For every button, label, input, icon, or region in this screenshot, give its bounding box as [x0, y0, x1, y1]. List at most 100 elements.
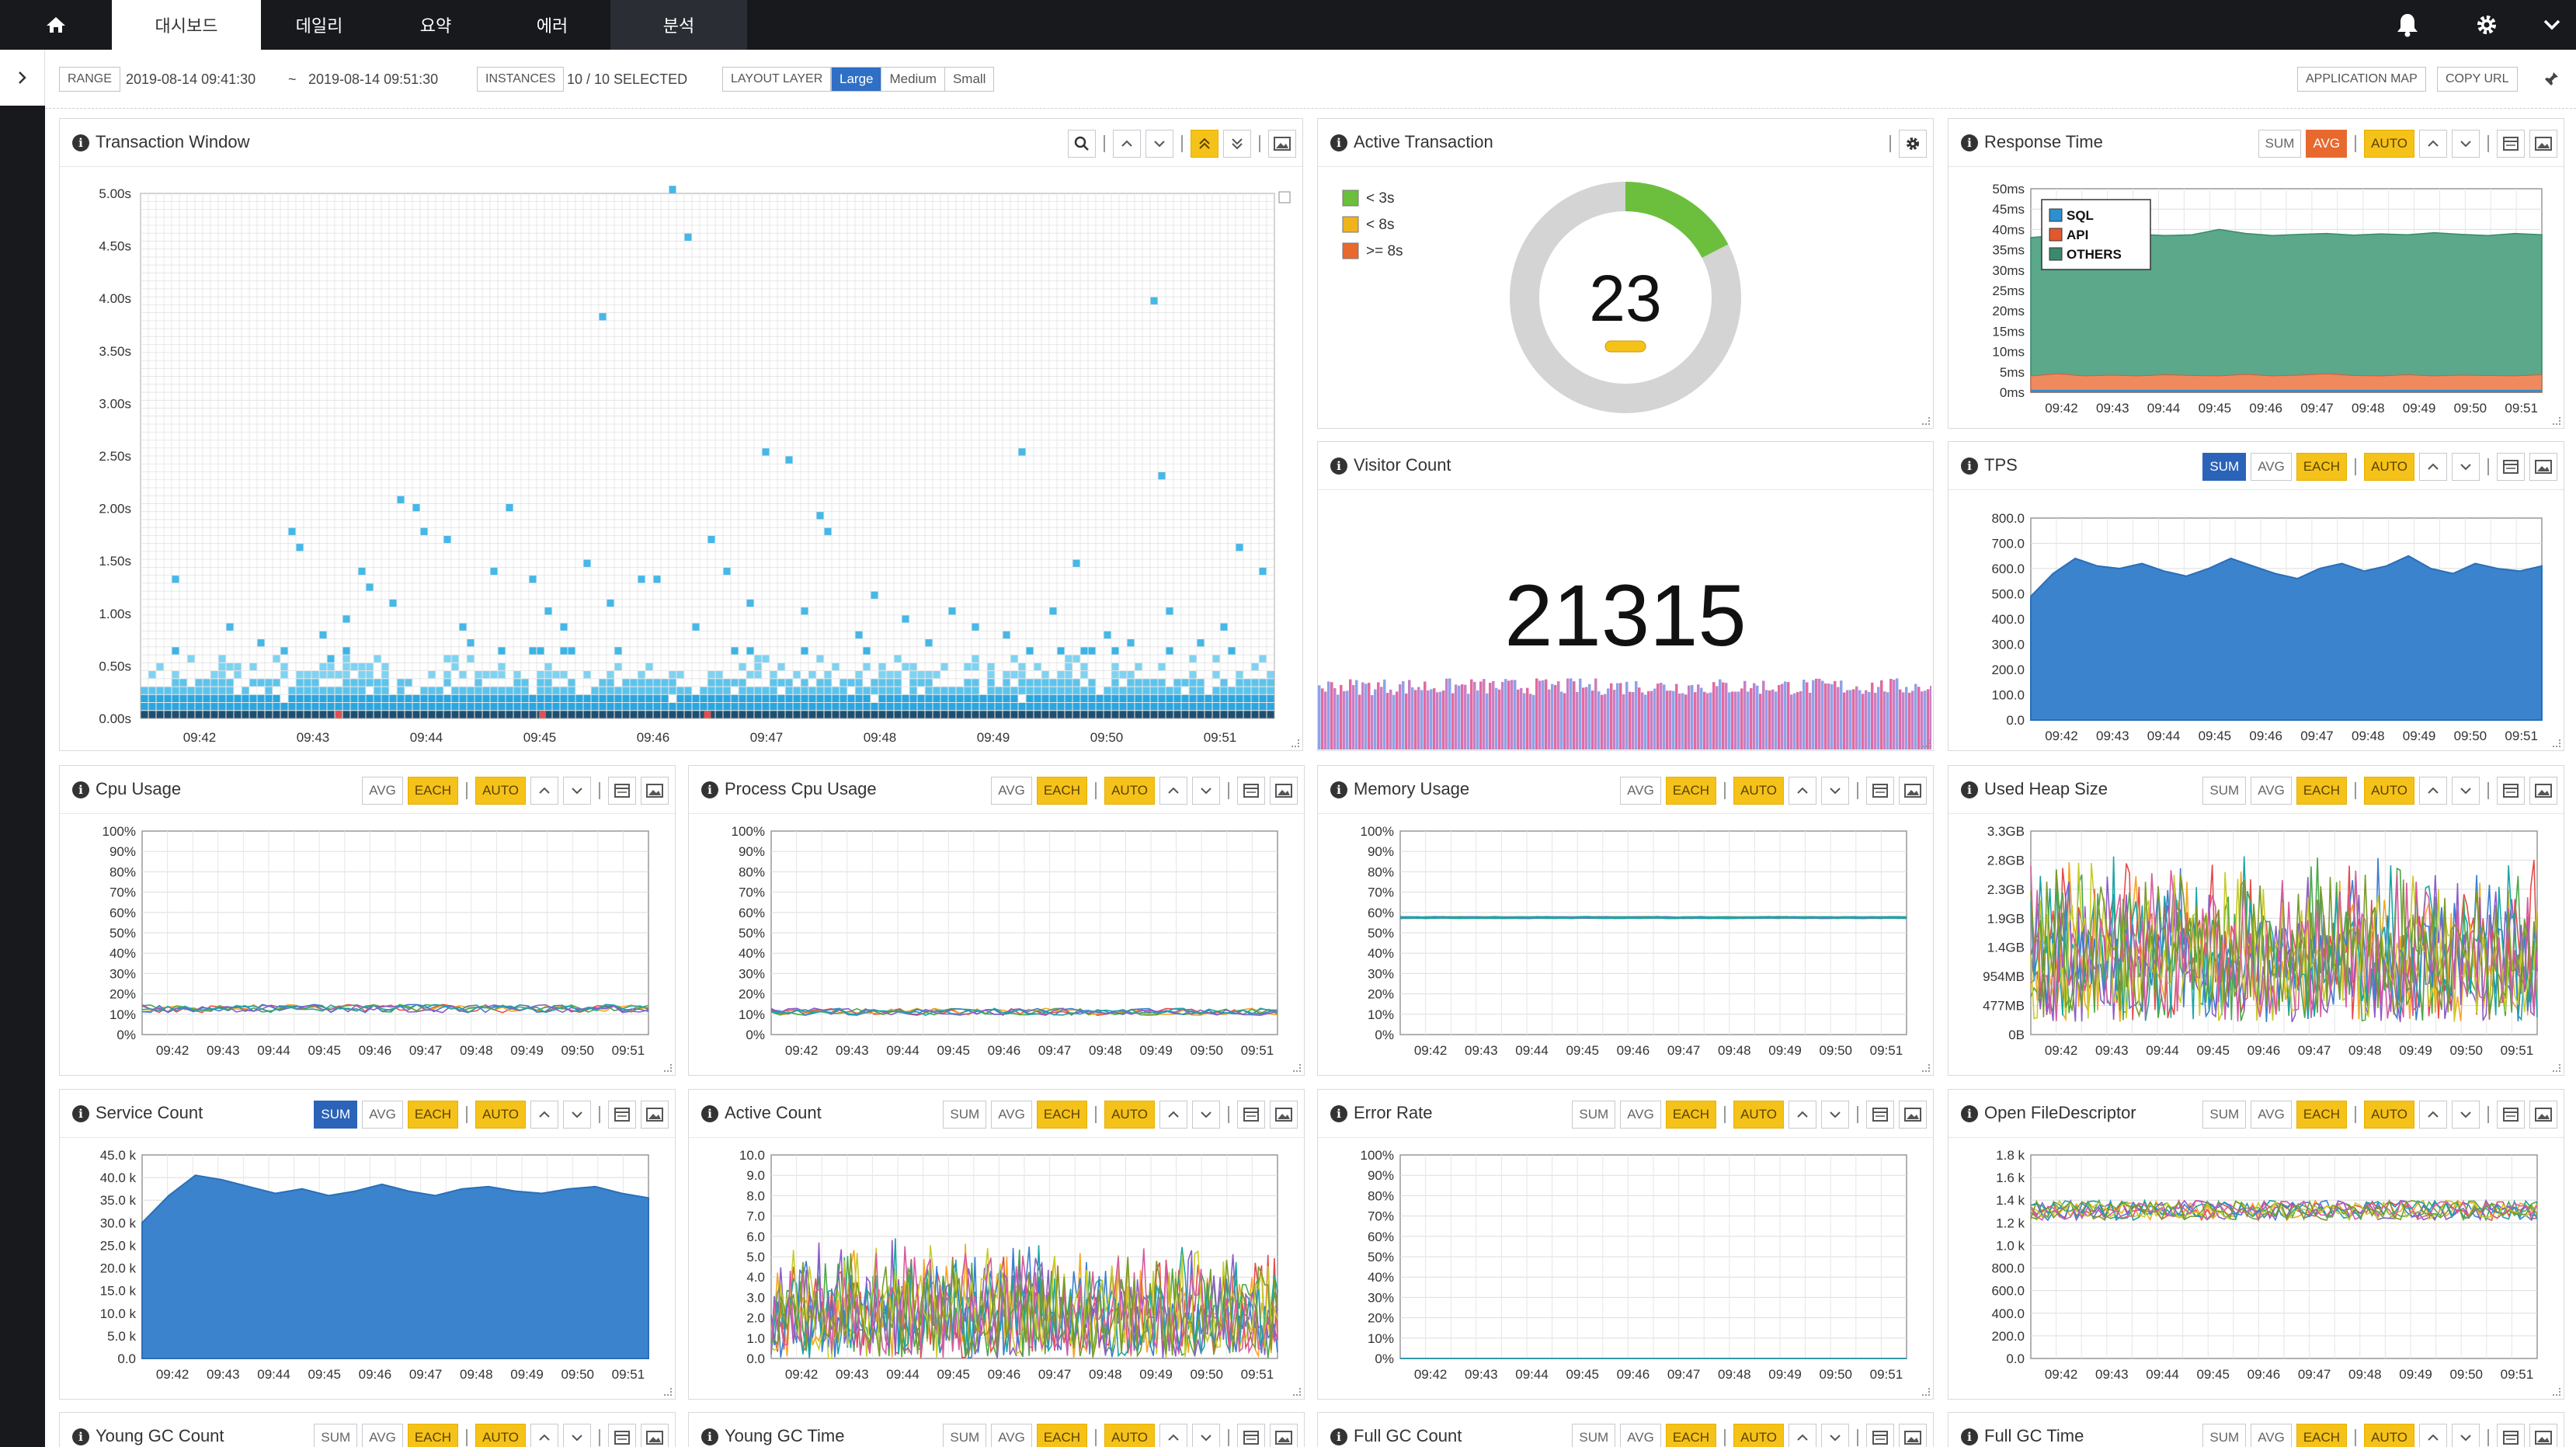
info-icon[interactable]: i — [1330, 781, 1347, 798]
avg-button[interactable]: AVG — [362, 1424, 403, 1447]
avg-button[interactable]: AVG — [1620, 1424, 1661, 1447]
each-button[interactable]: EACH — [2296, 453, 2348, 481]
tab-summary[interactable]: 요약 — [419, 16, 452, 36]
table-view-button[interactable] — [608, 1424, 636, 1447]
resize-handle[interactable] — [1922, 1064, 1930, 1072]
export-image-button[interactable] — [2529, 1101, 2557, 1129]
range-start[interactable]: 2019-08-14 09:41:30 — [126, 71, 256, 87]
sum-button[interactable]: SUM — [2202, 453, 2247, 481]
scroll-down-button[interactable] — [1821, 1101, 1849, 1129]
resize-handle[interactable] — [1922, 417, 1930, 425]
info-icon[interactable]: i — [1961, 1428, 1978, 1445]
export-image-button[interactable] — [1899, 777, 1927, 805]
scroll-up-button[interactable] — [1159, 1101, 1187, 1129]
avg-button[interactable]: AVG — [2251, 1424, 2292, 1447]
resize-handle[interactable] — [664, 1064, 672, 1072]
scroll-up-button[interactable] — [2419, 453, 2447, 481]
settings-button[interactable] — [1899, 130, 1927, 158]
auto-button[interactable]: AUTO — [2364, 453, 2414, 481]
scroll-down-button[interactable] — [563, 1424, 591, 1447]
auto-button[interactable]: AUTO — [1733, 777, 1784, 805]
export-image-button[interactable] — [1270, 1424, 1298, 1447]
export-image-button[interactable] — [2529, 1424, 2557, 1447]
auto-button[interactable]: AUTO — [1104, 1424, 1155, 1447]
scroll-up-button[interactable] — [1159, 1424, 1187, 1447]
resize-handle[interactable] — [1922, 739, 1930, 747]
expand-sidebar-button[interactable] — [0, 50, 45, 106]
avg-button[interactable]: AVG — [1620, 777, 1661, 805]
scroll-up-button[interactable] — [1113, 130, 1141, 158]
export-image-button[interactable] — [2529, 453, 2557, 481]
each-button[interactable]: EACH — [2296, 1101, 2348, 1129]
resize-handle[interactable] — [2553, 1064, 2560, 1072]
export-image-button[interactable] — [1899, 1424, 1927, 1447]
sum-button[interactable]: SUM — [2202, 1101, 2247, 1129]
table-view-button[interactable] — [1866, 1101, 1894, 1129]
table-view-button[interactable] — [1237, 1101, 1265, 1129]
sum-button[interactable]: SUM — [2202, 777, 2247, 805]
layout-small-button[interactable]: Small — [952, 71, 986, 86]
info-icon[interactable]: i — [1961, 781, 1978, 798]
scroll-up-button[interactable] — [2419, 1101, 2447, 1129]
tab-daily[interactable]: 데일리 — [295, 16, 343, 36]
avg-button[interactable]: AVG — [2306, 130, 2348, 158]
layout-medium-button[interactable]: Medium — [881, 68, 945, 91]
each-button[interactable]: EACH — [1036, 1101, 1088, 1129]
table-view-button[interactable] — [2497, 777, 2525, 805]
info-icon[interactable]: i — [1330, 134, 1347, 151]
table-view-button[interactable] — [2497, 130, 2525, 158]
scroll-down-button[interactable] — [1192, 1101, 1220, 1129]
resize-handle[interactable] — [1922, 1388, 1930, 1396]
each-button[interactable]: EACH — [407, 1101, 459, 1129]
info-icon[interactable]: i — [1961, 457, 1978, 475]
scroll-up-button[interactable] — [2419, 777, 2447, 805]
each-button[interactable]: EACH — [1036, 1424, 1088, 1447]
table-view-button[interactable] — [1866, 777, 1894, 805]
scroll-up-button[interactable] — [2419, 130, 2447, 158]
resize-handle[interactable] — [2553, 417, 2560, 425]
scroll-down-button[interactable] — [1192, 1424, 1220, 1447]
avg-button[interactable]: AVG — [362, 777, 403, 805]
export-image-button[interactable] — [2529, 777, 2557, 805]
info-icon[interactable]: i — [72, 781, 89, 798]
scroll-up-button[interactable] — [1789, 1101, 1816, 1129]
auto-button[interactable]: AUTO — [1104, 1101, 1155, 1129]
layout-large-button[interactable]: Large — [832, 68, 882, 91]
application-map-button[interactable]: APPLICATION MAP — [2297, 67, 2426, 92]
jump-top-button[interactable] — [1191, 130, 1218, 158]
info-icon[interactable]: i — [1330, 457, 1347, 475]
sum-button[interactable]: SUM — [943, 1101, 987, 1129]
each-button[interactable]: EACH — [1665, 1424, 1717, 1447]
each-button[interactable]: EACH — [2296, 1424, 2348, 1447]
sum-button[interactable]: SUM — [314, 1101, 358, 1129]
auto-button[interactable]: AUTO — [1733, 1424, 1784, 1447]
scroll-up-button[interactable] — [530, 777, 558, 805]
gear-icon[interactable] — [2468, 6, 2505, 43]
table-view-button[interactable] — [2497, 1424, 2525, 1447]
export-image-button[interactable] — [641, 777, 669, 805]
each-button[interactable]: EACH — [407, 1424, 459, 1447]
table-view-button[interactable] — [1237, 777, 1265, 805]
info-icon[interactable]: i — [701, 1428, 718, 1445]
scroll-down-button[interactable] — [1821, 1424, 1849, 1447]
avg-button[interactable]: AVG — [991, 1424, 1032, 1447]
scroll-down-button[interactable] — [2452, 777, 2480, 805]
sum-button[interactable]: SUM — [1572, 1424, 1616, 1447]
each-button[interactable]: EACH — [1665, 1101, 1717, 1129]
table-view-button[interactable] — [2497, 1101, 2525, 1129]
info-icon[interactable]: i — [1330, 1428, 1347, 1445]
resize-handle[interactable] — [664, 1388, 672, 1396]
table-view-button[interactable] — [1237, 1424, 1265, 1447]
info-icon[interactable]: i — [701, 1105, 718, 1122]
tab-analysis[interactable]: 분석 — [610, 0, 747, 50]
sum-button[interactable]: SUM — [2202, 1424, 2247, 1447]
each-button[interactable]: EACH — [407, 777, 459, 805]
scroll-down-button[interactable] — [563, 777, 591, 805]
scroll-down-button[interactable] — [1192, 777, 1220, 805]
auto-button[interactable]: AUTO — [1104, 777, 1155, 805]
info-icon[interactable]: i — [72, 1428, 89, 1445]
scroll-up-button[interactable] — [1159, 777, 1187, 805]
export-image-button[interactable] — [641, 1101, 669, 1129]
chevron-down-icon[interactable] — [2533, 6, 2571, 43]
resize-handle[interactable] — [1291, 739, 1299, 747]
